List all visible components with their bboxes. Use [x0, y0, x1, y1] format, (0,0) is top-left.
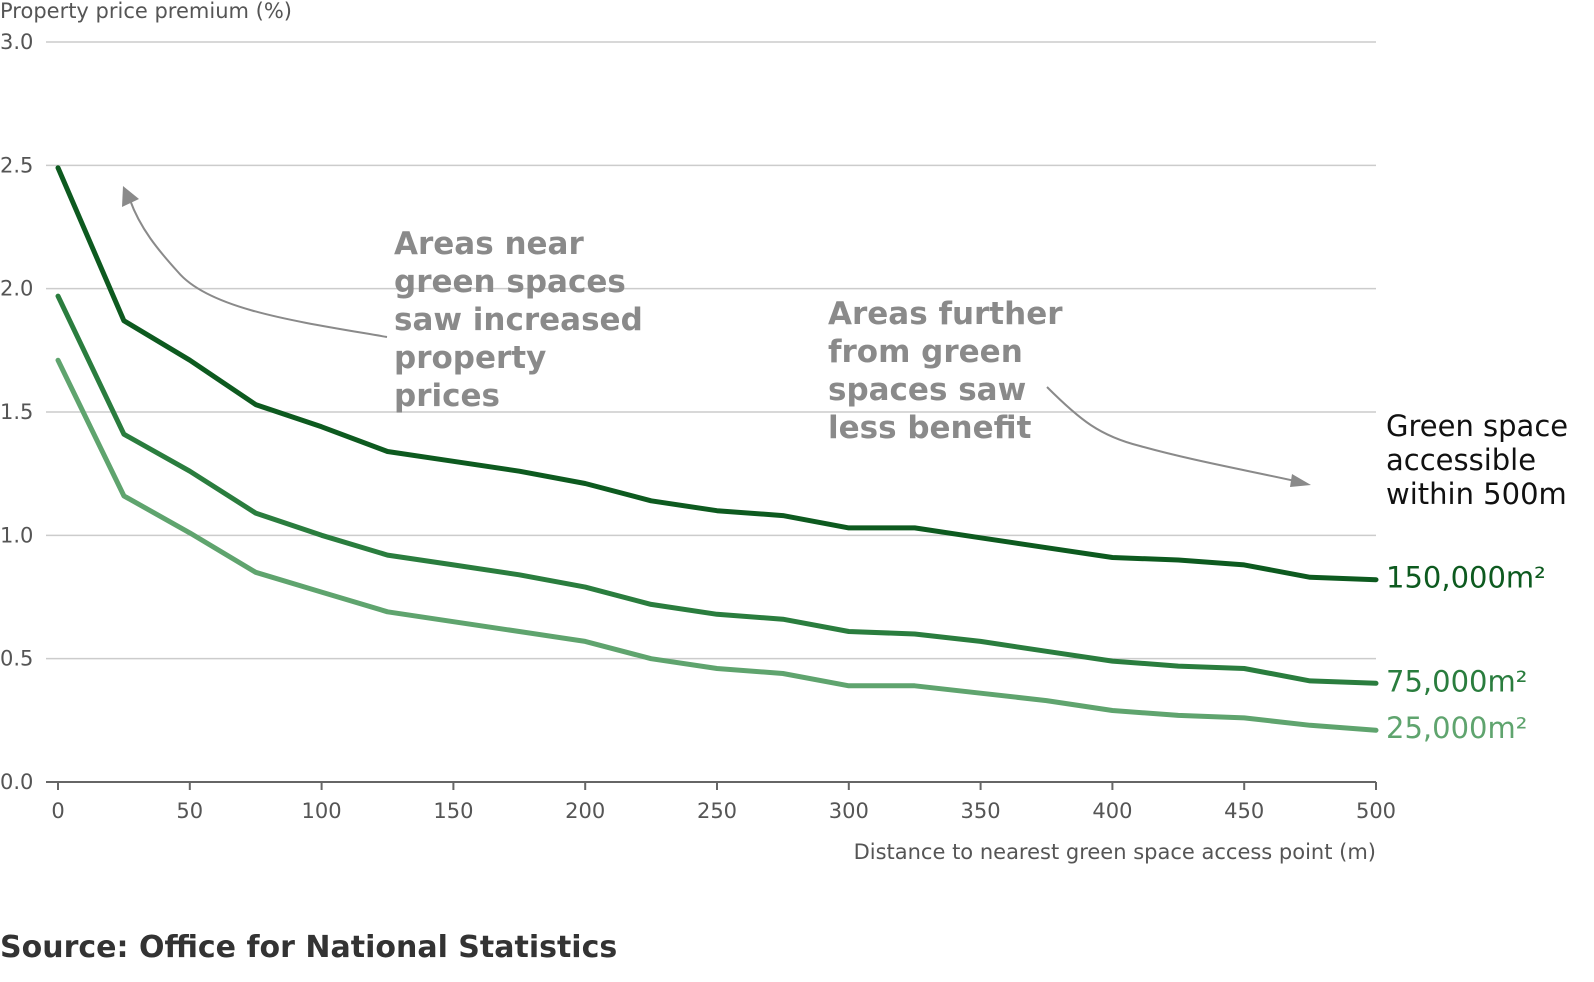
y-tick-label: 1.5	[0, 400, 33, 424]
annotation-near-line: Areas near	[394, 226, 584, 262]
source-note: Source: Office for National Statistics	[0, 930, 618, 965]
x-tick-label: 100	[302, 799, 342, 823]
y-tick-label: 2.0	[0, 277, 33, 301]
x-tick-label: 350	[961, 799, 1001, 823]
annotation-arrows	[122, 186, 1311, 487]
x-tick-label: 450	[1224, 799, 1264, 823]
y-tick-label: 2.5	[0, 153, 33, 177]
arrow-near-head-icon	[122, 186, 139, 207]
series-lines	[55, 165, 1379, 733]
x-tick-label: 250	[697, 799, 737, 823]
annotation-far-line: from green	[828, 334, 1023, 370]
series-line-1	[55, 293, 1379, 686]
series-line-0	[55, 165, 1379, 583]
annotation-near-line: green spaces	[394, 264, 626, 300]
annotation-far-line: less benefit	[828, 410, 1032, 446]
x-axis: 0 50 100 150 200 250 300 350 400 450 500	[46, 781, 1396, 823]
legend-title-line: Green space	[1386, 409, 1568, 443]
series-label-2: 25,000m²	[1386, 711, 1527, 745]
legend-title-line: within 500m	[1386, 477, 1567, 511]
annotation-far-line: spaces saw	[828, 372, 1026, 408]
series-label-1: 75,000m²	[1386, 664, 1527, 698]
series-labels: 150,000m² 75,000m² 25,000m²	[1386, 561, 1546, 745]
y-tick-label: 3.0	[0, 30, 33, 54]
x-tick-label: 0	[51, 799, 64, 823]
annotation-near-line: prices	[394, 378, 500, 414]
x-tick-label: 300	[829, 799, 869, 823]
x-tick-label: 50	[176, 799, 203, 823]
arrow-far-head-icon	[1290, 474, 1311, 487]
y-axis-title: Property price premium (%)	[0, 0, 292, 23]
x-tick-label: 400	[1092, 799, 1132, 823]
y-tick-label: 1.0	[0, 523, 33, 547]
annotation-near-line: saw increased	[394, 302, 643, 338]
x-tick-label: 200	[565, 799, 605, 823]
y-axis-ticks: 0.0 0.5 1.0 1.5 2.0 2.5 3.0	[0, 30, 33, 794]
annotation-far-line: Areas further	[828, 296, 1063, 332]
y-tick-label: 0.0	[0, 770, 33, 794]
series-line-2	[55, 357, 1379, 733]
x-axis-title: Distance to nearest green space access p…	[854, 840, 1376, 864]
legend-title-line: accessible	[1386, 443, 1536, 477]
arrow-near-line	[129, 199, 388, 338]
grid-lines	[46, 41, 1376, 660]
series-label-0: 150,000m²	[1386, 561, 1546, 595]
annotation-near-line: property	[394, 340, 546, 376]
y-tick-label: 0.5	[0, 647, 33, 671]
arrow-far-line	[1046, 386, 1296, 482]
x-tick-label: 500	[1356, 799, 1396, 823]
x-tick-label: 150	[433, 799, 473, 823]
